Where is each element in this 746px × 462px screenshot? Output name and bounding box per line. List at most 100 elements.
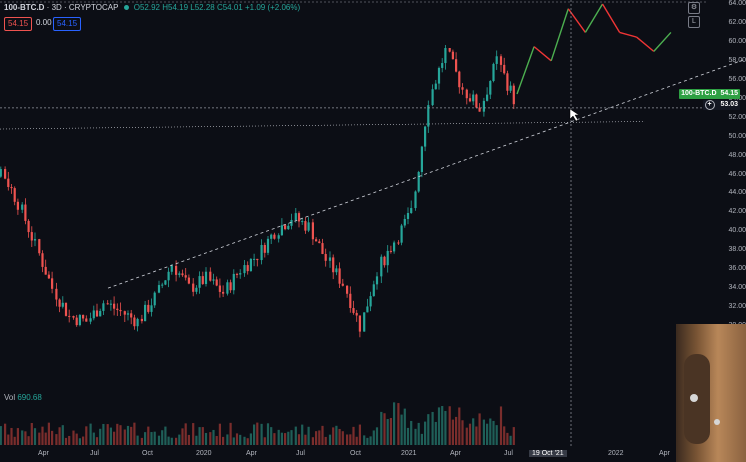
candle (403, 218, 406, 226)
volume-bar (253, 424, 256, 445)
candle (136, 318, 139, 327)
candle (284, 225, 287, 230)
log-scale-icon[interactable]: L (688, 16, 700, 28)
volume-bar (41, 426, 44, 445)
price-tick: 40.00 (728, 227, 746, 235)
settings-icon[interactable]: ⚙ (688, 2, 700, 14)
symbol-name[interactable]: 100-BTC.D (4, 3, 45, 12)
volume-bar (397, 403, 400, 445)
volume-bar (287, 431, 290, 445)
volume-label: Vol (4, 393, 16, 402)
candle (328, 257, 332, 261)
volume-bar (175, 437, 178, 445)
projection-segment (636, 36, 655, 52)
volume-bar (218, 423, 221, 445)
candle (195, 287, 198, 292)
volume-bar (335, 425, 338, 445)
volume-bar (21, 430, 24, 445)
volume-bar (119, 425, 122, 445)
volume-bar (338, 428, 341, 445)
candle (126, 313, 130, 315)
cursor-price-tag: + 53.03 (702, 100, 740, 110)
candle (55, 288, 58, 300)
candle (366, 306, 369, 313)
candle (212, 279, 215, 281)
candle (218, 285, 221, 292)
candle (16, 201, 19, 210)
buy-button[interactable]: 54.15 (53, 17, 82, 31)
candle (222, 291, 225, 294)
candle (270, 234, 273, 239)
candle (410, 208, 413, 213)
candle (349, 293, 352, 309)
candle (0, 169, 2, 177)
candle (61, 302, 64, 307)
volume-bar (140, 437, 143, 445)
candle (266, 238, 270, 253)
volume-bar (369, 436, 372, 445)
sell-button[interactable]: 54.15 (4, 17, 33, 31)
projection-segment (653, 31, 672, 52)
cursor-price-value: 53.03 (720, 101, 738, 108)
candle (389, 250, 392, 252)
volume-bar (256, 422, 259, 445)
volume-bar (489, 418, 492, 445)
candle (260, 244, 263, 261)
candle (397, 242, 400, 244)
price-tick: 58.00 (728, 56, 746, 64)
market-status-dot-icon (123, 5, 129, 10)
candle (58, 299, 61, 307)
candle (346, 285, 349, 294)
volume-bar (266, 423, 270, 445)
price-tick: 52.00 (728, 113, 746, 121)
candle (72, 316, 75, 318)
volume-bar (414, 428, 417, 445)
candle (119, 309, 122, 312)
candle (161, 284, 164, 286)
volume-bar (51, 430, 54, 445)
volume-bar (226, 434, 229, 445)
candle (499, 56, 503, 65)
volume-bar (212, 429, 215, 445)
volume-bar (297, 434, 301, 445)
candle (192, 283, 195, 292)
volume-bar (417, 422, 420, 445)
projection-segment (516, 46, 535, 95)
volume-bar (106, 424, 109, 445)
volume-legend: Vol 690.68 (4, 393, 42, 402)
volume-bar (444, 410, 447, 445)
candle (92, 310, 95, 319)
volume-bar (512, 427, 515, 445)
candle (243, 265, 246, 274)
trendline-support (107, 58, 746, 289)
volume-bar (406, 427, 410, 445)
volume-bar (400, 414, 403, 445)
volume-bar (410, 420, 413, 445)
volume-bar (24, 431, 27, 445)
volume-bar (290, 430, 293, 445)
interval-label[interactable]: 3D (51, 3, 62, 12)
time-tick: Apr (659, 450, 670, 457)
volume-bar (420, 433, 423, 445)
volume-bar (215, 436, 218, 445)
candle (187, 277, 190, 284)
volume-bar (130, 426, 133, 445)
candle (13, 188, 16, 202)
candle (386, 250, 389, 266)
candle (380, 256, 383, 277)
candle (335, 268, 338, 273)
crosshair-plus-icon[interactable]: + (704, 100, 715, 110)
volume-bar (82, 436, 85, 445)
volume-bar (307, 426, 310, 445)
volume-bar (277, 429, 280, 445)
candle (144, 304, 147, 322)
candle (417, 171, 420, 192)
candle (512, 85, 515, 105)
volume-bar (150, 432, 153, 445)
candle (246, 265, 249, 272)
candle (33, 239, 37, 241)
volume-bar (380, 411, 383, 445)
volume-bar (47, 422, 50, 445)
candle (414, 191, 417, 209)
